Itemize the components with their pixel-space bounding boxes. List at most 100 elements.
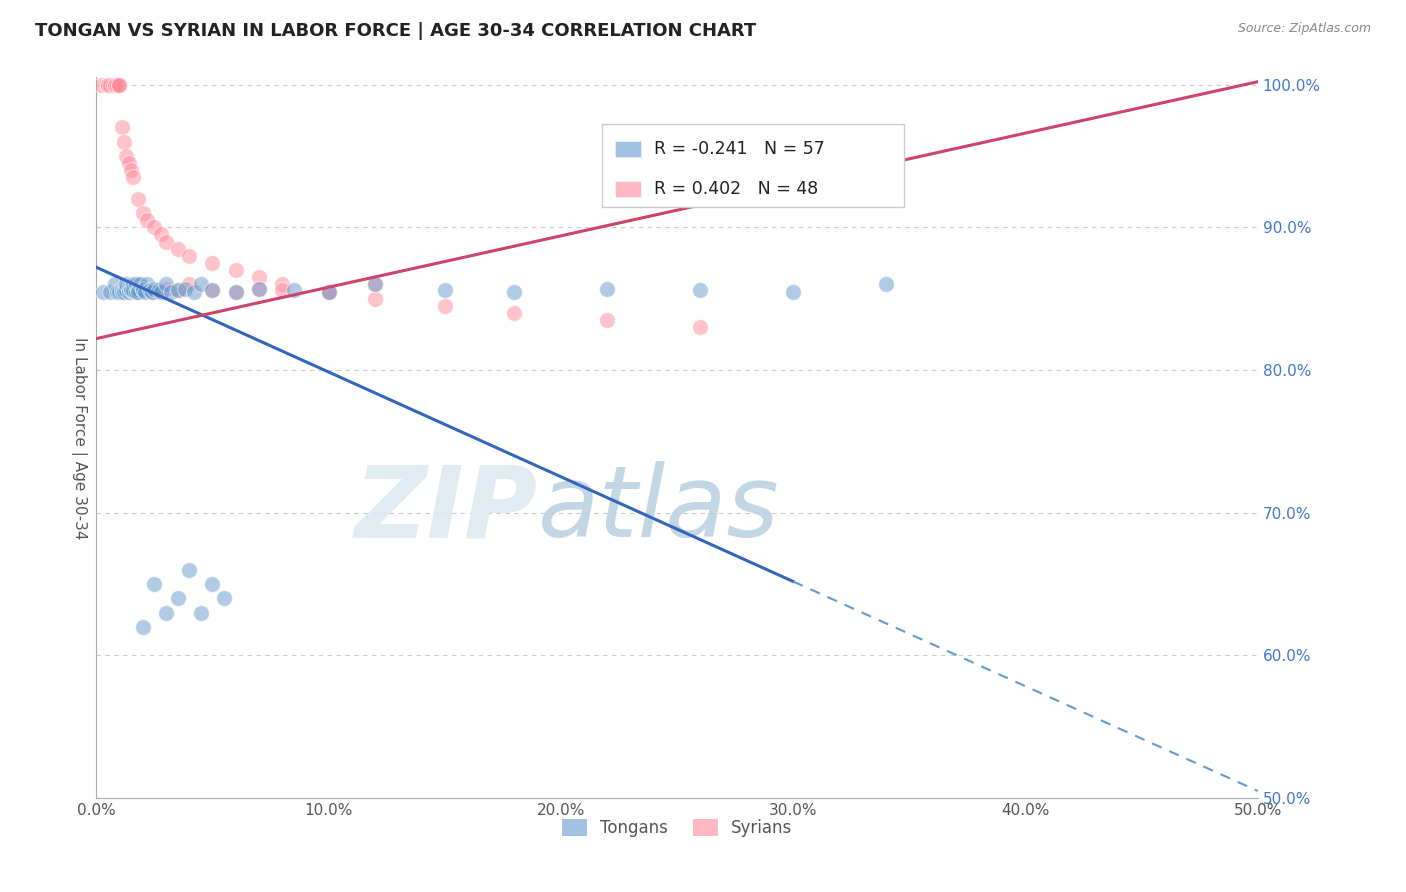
Legend: Tongans, Syrians: Tongans, Syrians bbox=[555, 813, 799, 844]
Point bbox=[183, 285, 205, 299]
Point bbox=[364, 277, 387, 292]
Point bbox=[190, 606, 212, 620]
Point bbox=[138, 283, 160, 297]
Point bbox=[212, 591, 235, 606]
Point bbox=[111, 120, 134, 135]
Point bbox=[122, 282, 145, 296]
Point bbox=[131, 282, 153, 296]
Point bbox=[201, 283, 224, 297]
Point bbox=[129, 277, 152, 292]
Point bbox=[131, 620, 153, 634]
Point bbox=[875, 277, 897, 292]
Point bbox=[190, 277, 212, 292]
Point bbox=[201, 283, 224, 297]
Point bbox=[271, 277, 294, 292]
Point bbox=[131, 206, 153, 220]
Y-axis label: In Labor Force | Age 30-34: In Labor Force | Age 30-34 bbox=[72, 336, 87, 539]
Point bbox=[105, 78, 128, 92]
Point bbox=[155, 282, 177, 296]
Point bbox=[364, 277, 387, 292]
Text: Source: ZipAtlas.com: Source: ZipAtlas.com bbox=[1237, 22, 1371, 36]
Point bbox=[101, 78, 124, 92]
Point bbox=[136, 277, 159, 292]
Text: TONGAN VS SYRIAN IN LABOR FORCE | AGE 30-34 CORRELATION CHART: TONGAN VS SYRIAN IN LABOR FORCE | AGE 30… bbox=[35, 22, 756, 40]
Point bbox=[225, 285, 247, 299]
FancyBboxPatch shape bbox=[616, 181, 641, 197]
Point bbox=[118, 285, 141, 299]
Point bbox=[150, 227, 173, 242]
Point bbox=[155, 235, 177, 249]
Point bbox=[159, 285, 181, 299]
Point bbox=[155, 606, 177, 620]
Point bbox=[112, 285, 135, 299]
Text: atlas: atlas bbox=[537, 461, 779, 558]
Point bbox=[247, 270, 270, 285]
Point bbox=[98, 78, 121, 92]
Point bbox=[127, 192, 149, 206]
Point bbox=[143, 220, 166, 235]
Point bbox=[782, 285, 804, 299]
Point bbox=[225, 285, 247, 299]
Point bbox=[433, 283, 456, 297]
Point bbox=[166, 591, 188, 606]
Point bbox=[115, 277, 138, 292]
Point bbox=[118, 156, 141, 170]
Text: ZIP: ZIP bbox=[354, 461, 537, 558]
Point bbox=[111, 285, 134, 299]
Point bbox=[179, 563, 201, 577]
Point bbox=[115, 149, 138, 163]
Point bbox=[318, 285, 340, 299]
Point bbox=[108, 78, 131, 92]
Point bbox=[318, 285, 340, 299]
Point bbox=[104, 78, 127, 92]
Point bbox=[143, 285, 166, 299]
Point bbox=[143, 577, 166, 591]
Point bbox=[271, 283, 294, 297]
Point bbox=[131, 283, 153, 297]
Point bbox=[179, 277, 201, 292]
Point bbox=[90, 78, 112, 92]
Text: R = -0.241   N = 57: R = -0.241 N = 57 bbox=[654, 140, 824, 158]
Point bbox=[98, 285, 121, 299]
Point bbox=[104, 277, 127, 292]
Point bbox=[136, 213, 159, 227]
Point bbox=[112, 283, 135, 297]
Point bbox=[148, 283, 170, 297]
Point bbox=[141, 285, 163, 299]
Point bbox=[247, 282, 270, 296]
Point bbox=[150, 285, 173, 299]
Point bbox=[364, 292, 387, 306]
Point bbox=[166, 283, 188, 297]
Point bbox=[225, 263, 247, 277]
Point bbox=[596, 313, 619, 327]
Point bbox=[115, 283, 138, 297]
Point bbox=[596, 282, 619, 296]
FancyBboxPatch shape bbox=[616, 141, 641, 157]
Text: R = 0.402   N = 48: R = 0.402 N = 48 bbox=[654, 180, 818, 198]
Point bbox=[120, 282, 142, 296]
Point bbox=[111, 282, 134, 296]
Point bbox=[127, 282, 149, 296]
Point bbox=[105, 285, 128, 299]
Point bbox=[689, 320, 711, 334]
Point bbox=[247, 282, 270, 296]
Point bbox=[179, 249, 201, 263]
Point bbox=[125, 285, 148, 299]
Point bbox=[433, 299, 456, 313]
Point bbox=[503, 306, 526, 320]
Point bbox=[166, 283, 188, 297]
Point bbox=[108, 285, 131, 299]
Point bbox=[155, 277, 177, 292]
Point bbox=[689, 283, 711, 297]
Point bbox=[118, 282, 141, 296]
Point bbox=[318, 285, 340, 299]
Point bbox=[120, 283, 142, 297]
Point bbox=[112, 135, 135, 149]
Point bbox=[108, 78, 131, 92]
Point bbox=[122, 283, 145, 297]
Point bbox=[104, 78, 127, 92]
Point bbox=[127, 277, 149, 292]
Point bbox=[97, 78, 120, 92]
Point bbox=[131, 283, 153, 297]
Point bbox=[201, 577, 224, 591]
